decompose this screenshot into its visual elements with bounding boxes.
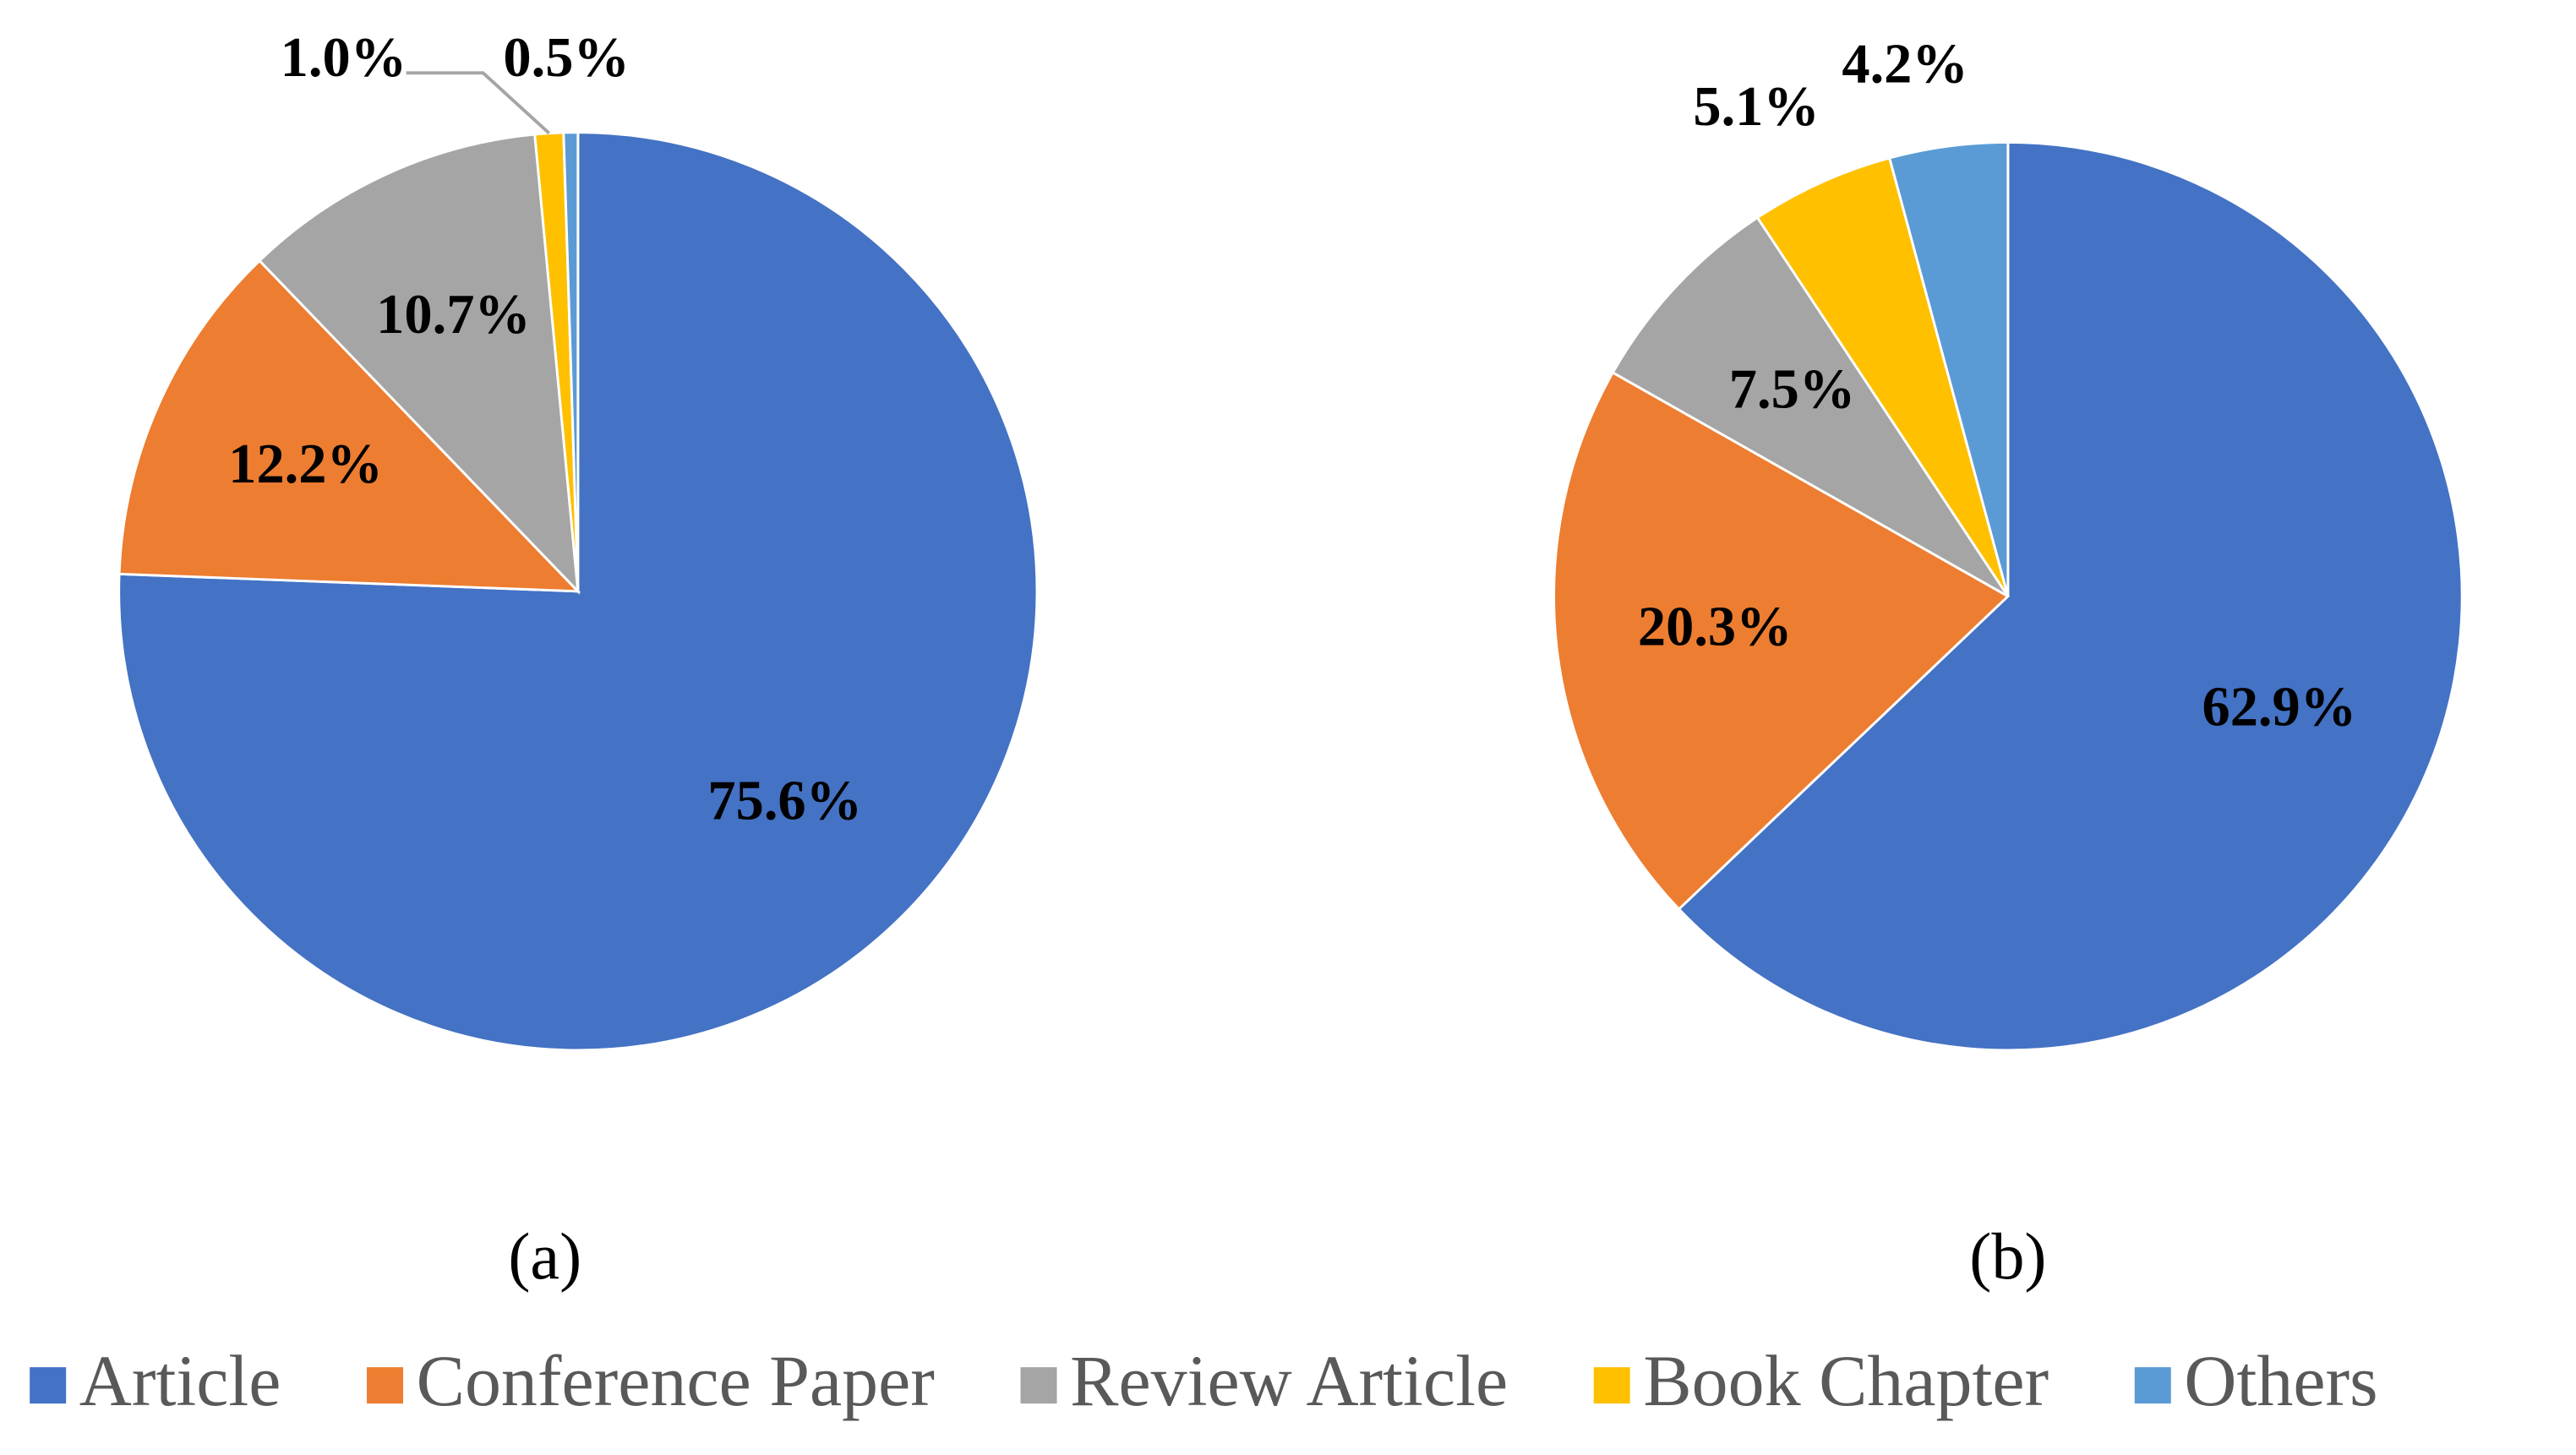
legend-label: Book Chapter <box>1643 1340 2049 1421</box>
data-label: 7.5% <box>1729 359 1855 421</box>
leader-line <box>406 71 551 135</box>
pie-slice <box>1755 156 2010 597</box>
data-label: 20.3% <box>1638 597 1793 658</box>
data-label: 62.9% <box>2202 677 2357 738</box>
pie-slice <box>1887 140 2010 597</box>
legend-swatch <box>2134 1367 2171 1404</box>
pie-slice <box>1553 370 2011 912</box>
caption: (a) <box>508 1219 581 1293</box>
pie-slice <box>1677 140 2464 1052</box>
data-label: 1.0% <box>281 27 407 89</box>
data-label: 12.2% <box>228 433 383 495</box>
data-label: 5.1% <box>1693 76 1819 138</box>
pie-slice <box>1611 215 2010 597</box>
legend-label: Others <box>2184 1340 2377 1421</box>
data-label: 75.6% <box>707 770 862 831</box>
legend-swatch <box>1593 1367 1630 1404</box>
legend-label: Review Article <box>1070 1340 1508 1421</box>
data-label: 4.2% <box>1842 34 1967 95</box>
caption: (b) <box>1969 1219 2046 1293</box>
legend-swatch <box>1020 1367 1057 1404</box>
legend-swatch <box>367 1367 404 1404</box>
legend-swatch <box>30 1367 67 1404</box>
legend-label: Conference Paper <box>417 1340 935 1421</box>
pie-slice <box>562 131 580 591</box>
pie-slice <box>117 259 581 593</box>
data-label: 0.5% <box>503 27 629 89</box>
data-label: 10.7% <box>376 284 531 346</box>
pie-slice <box>258 133 580 595</box>
legend-label: Article <box>79 1340 281 1421</box>
